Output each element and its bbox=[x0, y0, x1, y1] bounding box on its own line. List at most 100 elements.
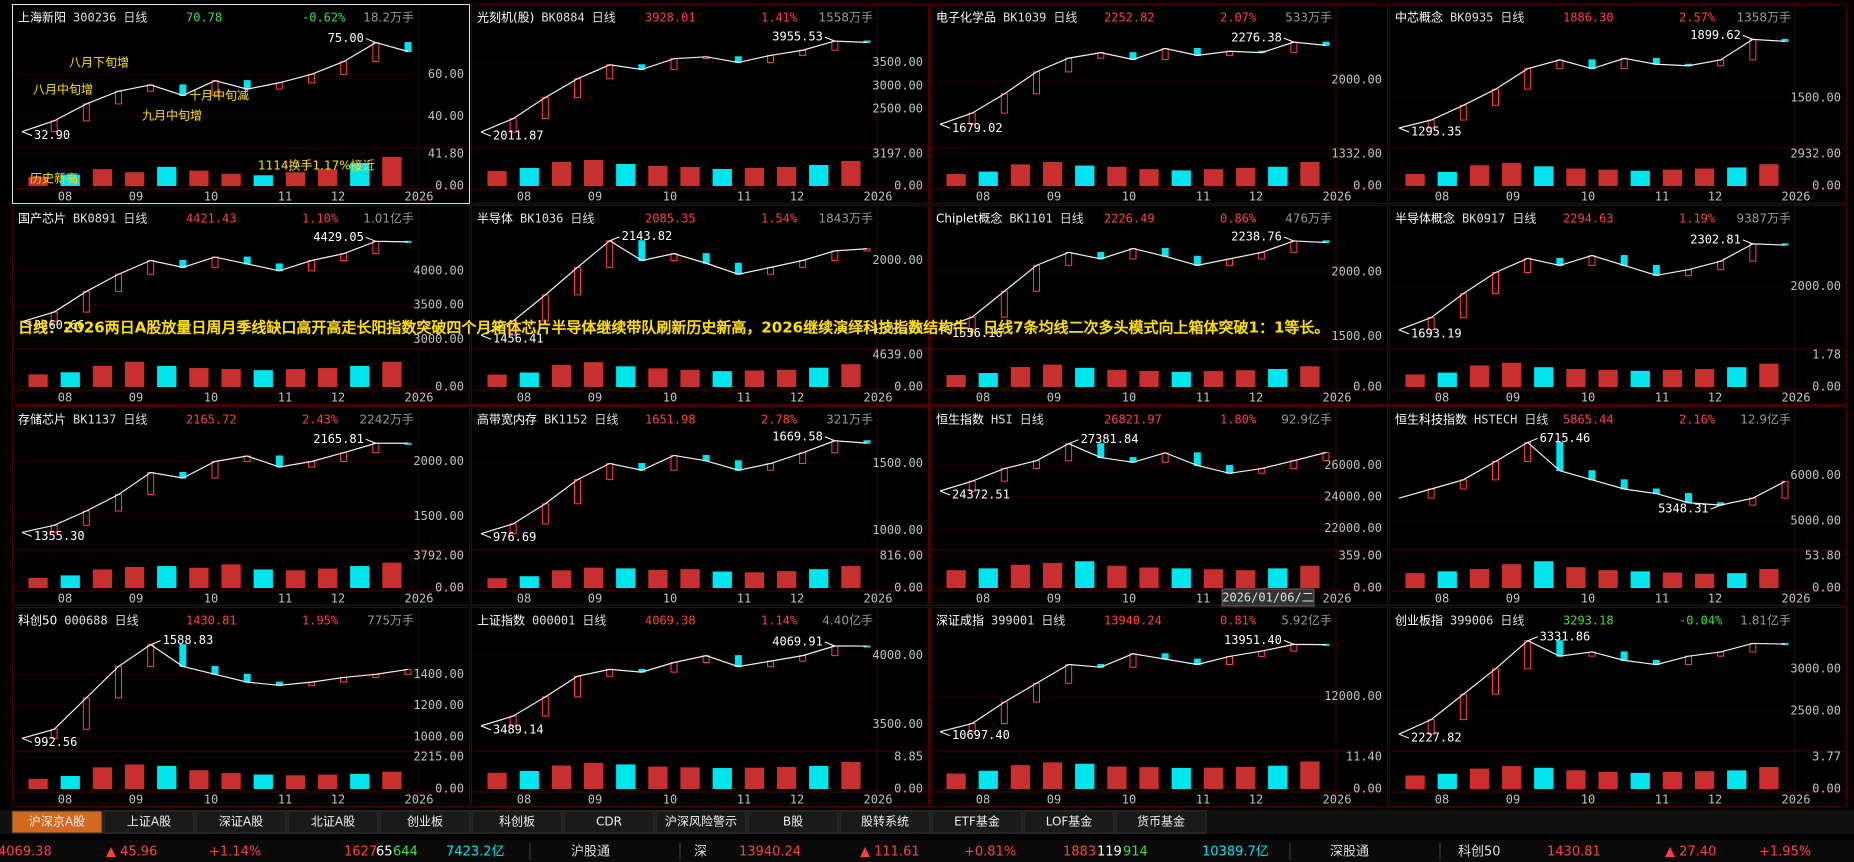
volume-tick-label: 0.00 bbox=[1812, 179, 1841, 193]
tab-label[interactable]: 深证A股 bbox=[219, 815, 263, 829]
volume-bar bbox=[253, 569, 273, 588]
tab-label[interactable]: 沪深风险警示 bbox=[665, 814, 737, 829]
tab-label[interactable]: 上证A股 bbox=[127, 815, 171, 829]
tab[interactable] bbox=[839, 810, 931, 834]
tab-label[interactable]: ETF基金 bbox=[954, 814, 1000, 829]
volume-bar bbox=[1727, 573, 1747, 588]
tab[interactable] bbox=[563, 810, 655, 834]
panel-change: -0.04% bbox=[1679, 614, 1723, 628]
tab[interactable] bbox=[195, 810, 287, 834]
annotation: 1114换手1.17%接近 bbox=[258, 158, 375, 173]
high-label: 2238.76 bbox=[1231, 229, 1282, 243]
x-tick-label: 11 bbox=[1655, 793, 1669, 807]
volume-bar bbox=[157, 166, 177, 186]
panel-price: 2165.72 bbox=[186, 413, 237, 427]
tab[interactable] bbox=[655, 810, 747, 834]
y-tick-label: 2000.00 bbox=[413, 454, 464, 468]
x-tick-label: 12 bbox=[1708, 190, 1722, 204]
tab-label[interactable]: 科创板 bbox=[499, 815, 535, 829]
volume-bar bbox=[1268, 369, 1288, 387]
volume-bar bbox=[1727, 167, 1747, 186]
candle bbox=[1193, 452, 1201, 466]
candle bbox=[372, 42, 380, 63]
tab-label[interactable]: CDR bbox=[596, 815, 622, 829]
tab-label[interactable]: 股转系统 bbox=[861, 814, 909, 829]
volume-bar bbox=[1437, 171, 1457, 186]
x-tick-label: 12 bbox=[1249, 793, 1263, 807]
x-tick-label: 08 bbox=[517, 391, 531, 405]
candle bbox=[308, 260, 315, 272]
candle bbox=[1492, 461, 1499, 481]
candle bbox=[1065, 443, 1073, 462]
status-item: +1.95% bbox=[1759, 845, 1811, 860]
panel-change: 0.81% bbox=[1220, 614, 1257, 628]
volume-bar bbox=[809, 367, 829, 387]
candle bbox=[831, 40, 839, 51]
tab[interactable] bbox=[1023, 810, 1115, 834]
y-tick-label: 2000.00 bbox=[1331, 73, 1382, 87]
volume-unit: 1358万手 bbox=[1736, 11, 1791, 25]
tab[interactable] bbox=[11, 810, 103, 834]
volume-bar bbox=[519, 770, 539, 789]
high-pointer bbox=[365, 438, 377, 444]
annotation: 历史新高 bbox=[30, 171, 78, 186]
x-tick-label: 2026 bbox=[1323, 391, 1352, 405]
x-tick-label: 2026 bbox=[864, 793, 893, 807]
high-pointer bbox=[1742, 239, 1754, 245]
tab-label[interactable]: B股 bbox=[783, 815, 803, 829]
volume-bar bbox=[712, 768, 732, 789]
candle bbox=[831, 440, 839, 454]
volume-bar bbox=[1268, 765, 1288, 789]
tab-label[interactable]: LOF基金 bbox=[1046, 814, 1093, 829]
y-tick-label: 1500.00 bbox=[872, 322, 923, 336]
x-tick-label: 2026 bbox=[1782, 190, 1811, 204]
volume-bar bbox=[1042, 161, 1063, 186]
tab[interactable] bbox=[931, 810, 1023, 834]
volume-bar bbox=[1694, 168, 1715, 186]
volume-bar bbox=[189, 368, 209, 387]
high-label: 1899.62 bbox=[1690, 28, 1741, 42]
volume-bar bbox=[1075, 561, 1095, 588]
y-tick-label: 1500.00 bbox=[1331, 329, 1382, 343]
tab[interactable] bbox=[103, 810, 195, 834]
x-tick-label: 11 bbox=[1196, 592, 1210, 606]
tab-label[interactable]: 沪深京A股 bbox=[29, 815, 85, 829]
y-tick-label: 1500.00 bbox=[1790, 91, 1841, 105]
tab[interactable] bbox=[1115, 810, 1207, 834]
tab[interactable] bbox=[379, 810, 471, 834]
volume-bar bbox=[583, 762, 604, 789]
x-tick-label: 11 bbox=[1655, 190, 1669, 204]
low-label: 1456.41 bbox=[493, 332, 544, 346]
panel-period: 日线 bbox=[1060, 212, 1084, 226]
panel-period: 日线 bbox=[123, 413, 147, 427]
panel-price: 2252.82 bbox=[1104, 11, 1155, 25]
panel-name: 上证指数 bbox=[477, 613, 525, 628]
tab-label[interactable]: 货币基金 bbox=[1137, 814, 1185, 829]
volume-bar bbox=[60, 372, 80, 387]
low-label: 1295.35 bbox=[1411, 125, 1462, 139]
tab[interactable] bbox=[287, 810, 379, 834]
volume-bar bbox=[1598, 772, 1618, 789]
x-tick-label: 08 bbox=[58, 793, 72, 807]
candle bbox=[1000, 468, 1008, 482]
candle bbox=[1524, 640, 1532, 670]
volume-bar bbox=[350, 566, 370, 588]
candle bbox=[211, 256, 219, 268]
volume-bar bbox=[978, 770, 998, 789]
volume-bar bbox=[744, 370, 765, 387]
panel-code: 000688 bbox=[64, 614, 107, 628]
volume-bar bbox=[744, 767, 765, 789]
candle bbox=[147, 260, 155, 275]
tab-label[interactable]: 创业板 bbox=[407, 815, 443, 829]
x-tick-label: 10 bbox=[663, 793, 677, 807]
x-tick-label: 08 bbox=[1435, 592, 1449, 606]
volume-unit: 92.9亿手 bbox=[1281, 412, 1332, 427]
tab[interactable] bbox=[747, 810, 839, 834]
high-label: 2276.38 bbox=[1231, 31, 1282, 45]
volume-bar bbox=[946, 570, 966, 588]
panel-period: 日线 bbox=[123, 212, 147, 226]
candle bbox=[541, 696, 549, 717]
tab-label[interactable]: 北证A股 bbox=[311, 815, 355, 829]
tab[interactable] bbox=[471, 810, 563, 834]
